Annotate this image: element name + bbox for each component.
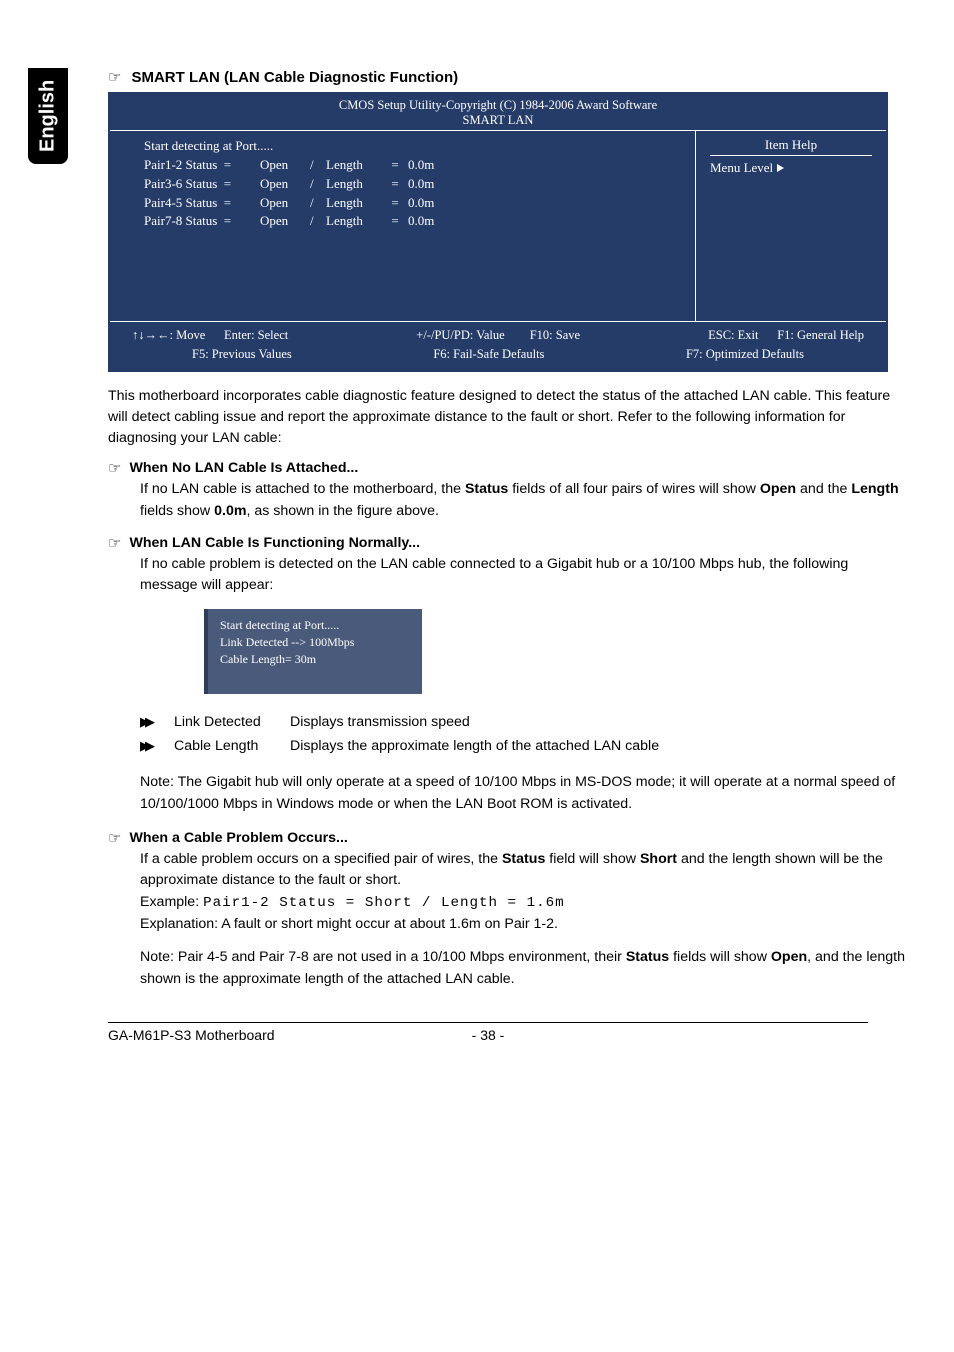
- bios-left-pane: Start detecting at Port..... Pair1-2 Sta…: [110, 131, 696, 321]
- main-heading: SMART LAN (LAN Cable Diagnostic Function…: [131, 69, 458, 86]
- double-arrow-icon: ▶▶: [140, 735, 174, 757]
- sub-heading-3: ☞ When a Cable Problem Occurs...: [108, 829, 908, 847]
- bios-footer: ↑↓→←: Move Enter: Select +/-/PU/PD: Valu…: [110, 321, 886, 370]
- s3-body: If a cable problem occurs on a specified…: [140, 849, 908, 935]
- language-tab-label: English: [37, 80, 60, 152]
- definitions: ▶▶ Link Detected Displays transmission s…: [140, 710, 908, 758]
- sub-heading-1: ☞ When No LAN Cable Is Attached...: [108, 459, 908, 477]
- item-help-header: Item Help: [710, 137, 872, 156]
- arrow-right-icon: [777, 164, 784, 172]
- double-arrow-icon: ▶▶: [140, 711, 174, 733]
- def-row: ▶▶ Link Detected Displays transmission s…: [140, 710, 908, 734]
- bios-pair-row: Pair3-6 Status = Open / Length = 0.0m: [144, 175, 683, 194]
- bios-header-line2: SMART LAN: [110, 113, 886, 128]
- s2-body: If no cable problem is detected on the L…: [140, 554, 908, 597]
- sub-heading-2: ☞ When LAN Cable Is Functioning Normally…: [108, 534, 908, 552]
- footer-page-number: - 38 -: [438, 1027, 538, 1043]
- footer-left: GA-M61P-S3 Motherboard: [108, 1027, 438, 1043]
- bios-pair-row: Pair7-8 Status = Open / Length = 0.0m: [144, 212, 683, 231]
- bios-header-line1: CMOS Setup Utility-Copyright (C) 1984-20…: [110, 98, 886, 113]
- bios-pair-row: Pair1-2 Status = Open / Length = 0.0m: [144, 156, 683, 175]
- bios-screenshot: CMOS Setup Utility-Copyright (C) 1984-20…: [108, 92, 888, 372]
- note-2: Note: Pair 4-5 and Pair 7-8 are not used…: [140, 947, 908, 990]
- main-heading-row: ☞ SMART LAN (LAN Cable Diagnostic Functi…: [108, 68, 908, 86]
- bios-right-pane: Item Help Menu Level: [696, 131, 886, 321]
- menu-level: Menu Level: [710, 160, 872, 176]
- bios-detect-line: Start detecting at Port.....: [144, 137, 683, 156]
- language-tab: English: [28, 68, 68, 164]
- bios-pair-row: Pair4-5 Status = Open / Length = 0.0m: [144, 194, 683, 213]
- bios-header: CMOS Setup Utility-Copyright (C) 1984-20…: [110, 94, 886, 131]
- intro-paragraph: This motherboard incorporates cable diag…: [108, 386, 908, 450]
- hand-icon: ☞: [108, 459, 121, 477]
- small-bios-box: Start detecting at Port..... Link Detect…: [204, 609, 422, 695]
- hand-icon: ☞: [108, 829, 121, 847]
- s1-body: If no LAN cable is attached to the mothe…: [140, 479, 908, 522]
- hand-icon: ☞: [108, 68, 121, 86]
- hand-icon: ☞: [108, 534, 121, 552]
- note-1: Note: The Gigabit hub will only operate …: [140, 772, 908, 815]
- def-row: ▶▶ Cable Length Displays the approximate…: [140, 734, 908, 758]
- page-content: ☞ SMART LAN (LAN Cable Diagnostic Functi…: [108, 0, 908, 1043]
- page-footer: GA-M61P-S3 Motherboard - 38 -: [108, 1022, 868, 1043]
